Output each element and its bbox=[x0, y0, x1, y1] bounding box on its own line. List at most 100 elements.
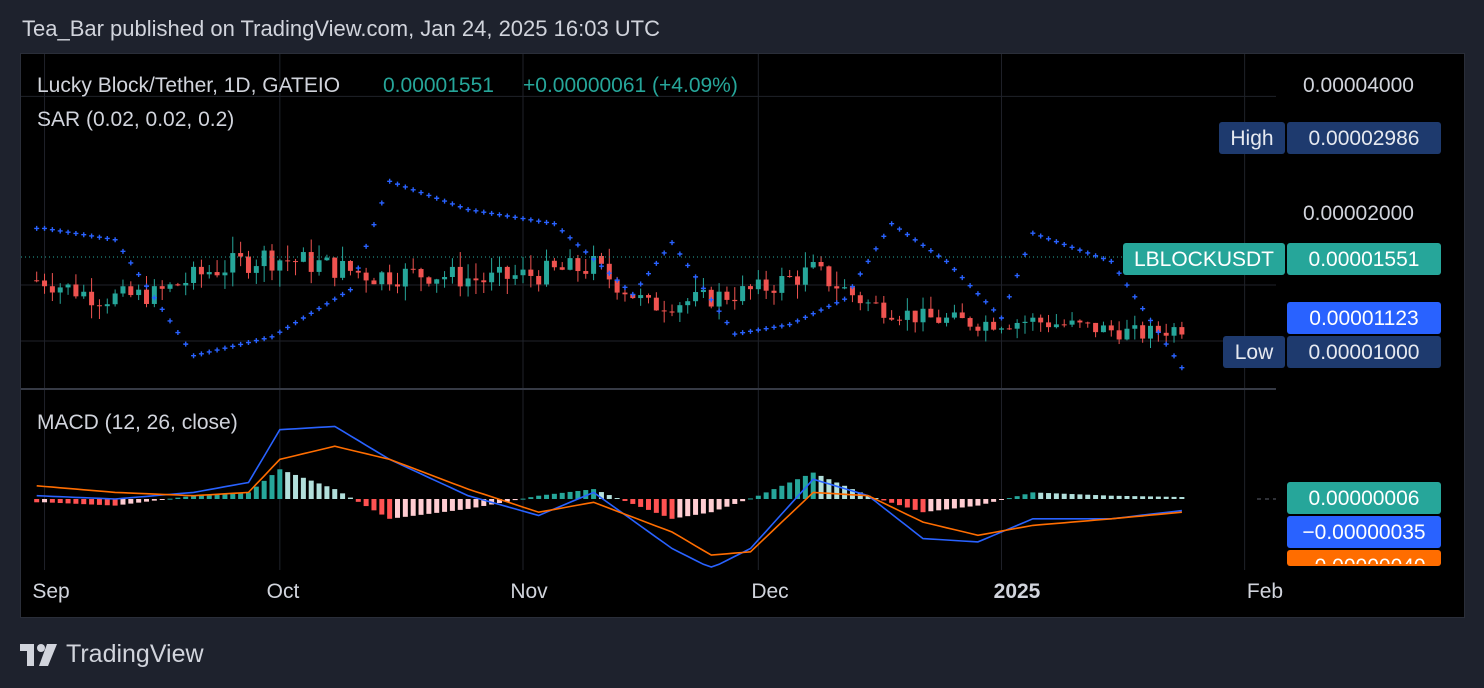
histogram-bar bbox=[112, 499, 118, 506]
candle-body bbox=[591, 255, 597, 274]
histogram-bar bbox=[245, 492, 251, 499]
sar-point bbox=[347, 287, 353, 293]
last-price-badge bbox=[1287, 243, 1441, 275]
histogram-bar bbox=[57, 499, 63, 504]
candle-body bbox=[528, 269, 534, 276]
time-label-feb: Feb bbox=[1247, 580, 1283, 603]
histogram-bar bbox=[512, 499, 518, 501]
price-tick-40: 0.00004000 bbox=[1303, 74, 1414, 97]
time-label-sep: Sep bbox=[32, 580, 69, 603]
sar-point bbox=[81, 232, 87, 238]
candle-body bbox=[959, 312, 965, 319]
candle-body bbox=[551, 260, 557, 268]
histogram-bar bbox=[222, 493, 228, 499]
sar-point bbox=[818, 307, 824, 313]
histogram-bar bbox=[975, 499, 981, 506]
chart-canvas[interactable]: Lucky Block/Tether, 1D, GATEIO 0.0000155… bbox=[21, 54, 1464, 617]
sar-point bbox=[387, 178, 393, 184]
histogram-bar bbox=[614, 498, 620, 500]
sar-point bbox=[755, 327, 761, 333]
sar-point bbox=[1030, 230, 1036, 236]
sar-point bbox=[779, 323, 785, 329]
histogram-bar bbox=[1124, 495, 1130, 499]
candle-body bbox=[646, 295, 651, 298]
histogram-bar bbox=[998, 499, 1004, 500]
sar-point bbox=[1100, 256, 1106, 262]
ticker-label: LBLOCKUSDT bbox=[1134, 248, 1274, 271]
sar-point bbox=[245, 340, 251, 346]
sar-point bbox=[489, 210, 495, 216]
sar-point bbox=[732, 331, 738, 337]
sar-point bbox=[316, 306, 322, 312]
candle-body bbox=[457, 266, 463, 287]
candle-body bbox=[818, 262, 824, 267]
candle-body bbox=[245, 256, 251, 273]
histogram-bar bbox=[904, 499, 910, 508]
histogram-bar bbox=[379, 499, 385, 515]
sar-point bbox=[293, 320, 299, 326]
histogram-bar bbox=[1022, 494, 1028, 499]
sar-point bbox=[1093, 253, 1099, 259]
candle-body bbox=[567, 258, 573, 270]
candle-body bbox=[787, 276, 793, 278]
candle-body bbox=[402, 268, 408, 287]
candle-body bbox=[144, 289, 149, 304]
histogram-bar bbox=[1053, 493, 1059, 499]
sar-point bbox=[104, 235, 110, 241]
candle-body bbox=[112, 293, 118, 305]
histogram-bar bbox=[496, 499, 502, 504]
sar-point bbox=[740, 330, 746, 336]
sar-point bbox=[1046, 236, 1052, 242]
sar-point bbox=[646, 271, 651, 277]
candle-body bbox=[951, 312, 957, 318]
sar-point bbox=[881, 233, 887, 239]
histogram-bar bbox=[426, 499, 432, 514]
histogram-bar bbox=[410, 499, 416, 516]
histogram-bar bbox=[795, 479, 801, 499]
chart-frame[interactable]: Lucky Block/Tether, 1D, GATEIO 0.0000155… bbox=[20, 53, 1465, 618]
sar-point bbox=[685, 262, 691, 268]
histogram-bar bbox=[144, 499, 149, 502]
hist-value: 0.00000006 bbox=[1309, 487, 1420, 510]
histogram-bar bbox=[1155, 496, 1161, 499]
sar-point bbox=[402, 184, 408, 190]
sar-point bbox=[983, 299, 989, 305]
sar-dots bbox=[34, 178, 1185, 371]
candle-body bbox=[253, 266, 259, 273]
high-label: High bbox=[1230, 127, 1273, 150]
sar-point bbox=[206, 349, 212, 355]
candle-body bbox=[1179, 327, 1185, 335]
histogram-bar bbox=[528, 497, 534, 499]
candle-body bbox=[183, 282, 189, 286]
candle-body bbox=[128, 286, 134, 296]
tradingview-brand: TradingView bbox=[66, 640, 204, 668]
candle-body bbox=[1124, 328, 1130, 340]
candle-body bbox=[1108, 325, 1114, 331]
sar-point bbox=[653, 260, 659, 266]
candle-body bbox=[316, 260, 322, 272]
time-axis-bg[interactable] bbox=[21, 570, 1464, 617]
histogram-bar bbox=[89, 499, 95, 505]
time-label-dec: Dec bbox=[751, 580, 788, 603]
candles[interactable] bbox=[34, 236, 1185, 348]
candle-body bbox=[1030, 317, 1036, 322]
candle-body bbox=[881, 302, 887, 318]
histogram-bar bbox=[198, 495, 204, 499]
sar-point bbox=[167, 318, 173, 324]
candle-body bbox=[285, 260, 291, 262]
sar-point bbox=[1014, 273, 1020, 279]
candle-body bbox=[810, 262, 816, 268]
histogram-bar bbox=[387, 499, 393, 519]
candle-body bbox=[214, 272, 220, 276]
candle-body bbox=[912, 310, 918, 323]
candle-body bbox=[614, 279, 620, 293]
histogram-bar bbox=[1179, 497, 1185, 499]
histogram-bar bbox=[175, 497, 181, 499]
sar-point bbox=[159, 306, 165, 312]
tradingview-logo[interactable]: TradingView bbox=[20, 640, 204, 669]
sar-point bbox=[677, 251, 683, 257]
sar-point bbox=[928, 248, 934, 254]
low-value-badge bbox=[1287, 336, 1441, 368]
sar-point bbox=[889, 221, 895, 227]
sar-point bbox=[89, 233, 95, 239]
